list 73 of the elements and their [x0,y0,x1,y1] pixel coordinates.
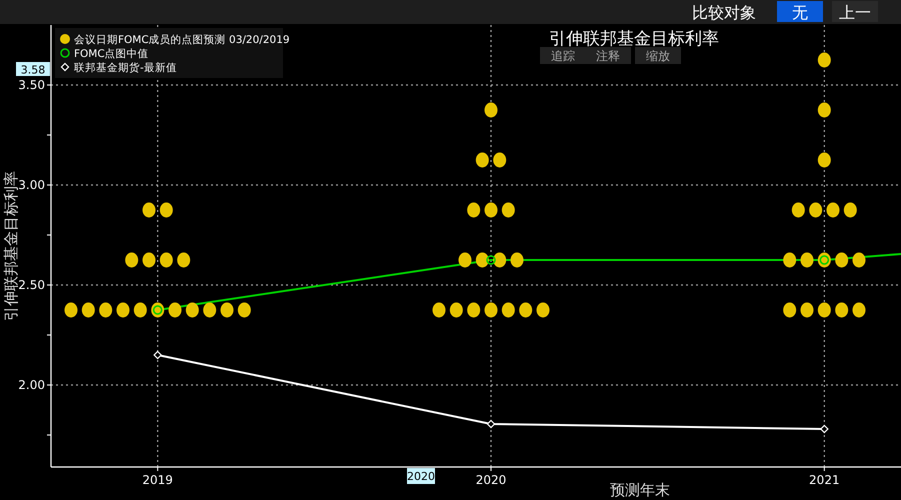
point [154,350,162,360]
point [502,202,515,218]
point [116,302,130,318]
chart-title: 引伸联邦基金目标利率 [549,29,719,49]
point [142,252,156,268]
point [783,252,796,268]
point [536,302,550,318]
point [835,302,848,318]
text: 比较对象 [692,3,756,22]
point [458,252,472,268]
point [186,302,199,318]
legend-label: 联邦基金期货-最新值 [74,61,177,74]
point [852,302,866,318]
x-axis-title: 预测年末 [610,481,670,499]
point [493,152,506,168]
y-tick-label: 2.00 [18,378,45,392]
point [177,252,190,268]
point [809,202,822,218]
legend-label: FOMC点图中值 [74,47,149,60]
point [134,302,147,318]
point [800,252,814,268]
point [467,202,480,218]
point [835,252,848,268]
y-axis-title: 引伸联邦基金目标利率 [2,171,20,321]
point [142,202,156,218]
point [476,152,489,168]
point [203,302,216,318]
point [484,302,498,318]
text: 上一 [839,3,871,22]
y-tick-label: 2.50 [18,278,45,292]
point [99,302,112,318]
point [467,302,480,318]
point [493,252,506,268]
annotation: 3.58 [20,64,46,76]
point [852,252,866,268]
point [484,102,498,118]
point [783,302,796,318]
x-tick-label: 2019 [142,473,173,487]
point [476,252,489,268]
point [160,202,173,218]
point [519,302,532,318]
annotation: 注释 [596,49,620,63]
point [82,302,95,318]
annotation: 缩放 [646,49,670,63]
point [502,302,515,318]
point [450,302,463,318]
point [160,252,173,268]
point [168,302,182,318]
point [220,302,234,318]
annotation: 追踪 [551,49,575,63]
legend-label: 会议日期FOMC成员的点图预测 03/20/2019 [74,33,290,46]
point [826,202,840,218]
point [818,152,831,168]
x-tick-label: 2021 [809,473,840,487]
point [64,302,78,318]
y-tick-label: 3.00 [18,178,45,192]
point [238,302,251,318]
point [486,255,496,265]
point [432,302,446,318]
point [818,52,831,68]
point [844,202,857,218]
point [800,302,814,318]
text: 无 [792,3,808,22]
point [820,424,828,434]
point [818,302,831,318]
point [510,252,524,268]
point [818,102,831,118]
x-tick-label: 2020 [476,473,506,487]
y-tick-label: 3.50 [18,78,45,92]
point [792,202,805,218]
point [125,252,138,268]
point [486,420,496,428]
point [484,202,498,218]
